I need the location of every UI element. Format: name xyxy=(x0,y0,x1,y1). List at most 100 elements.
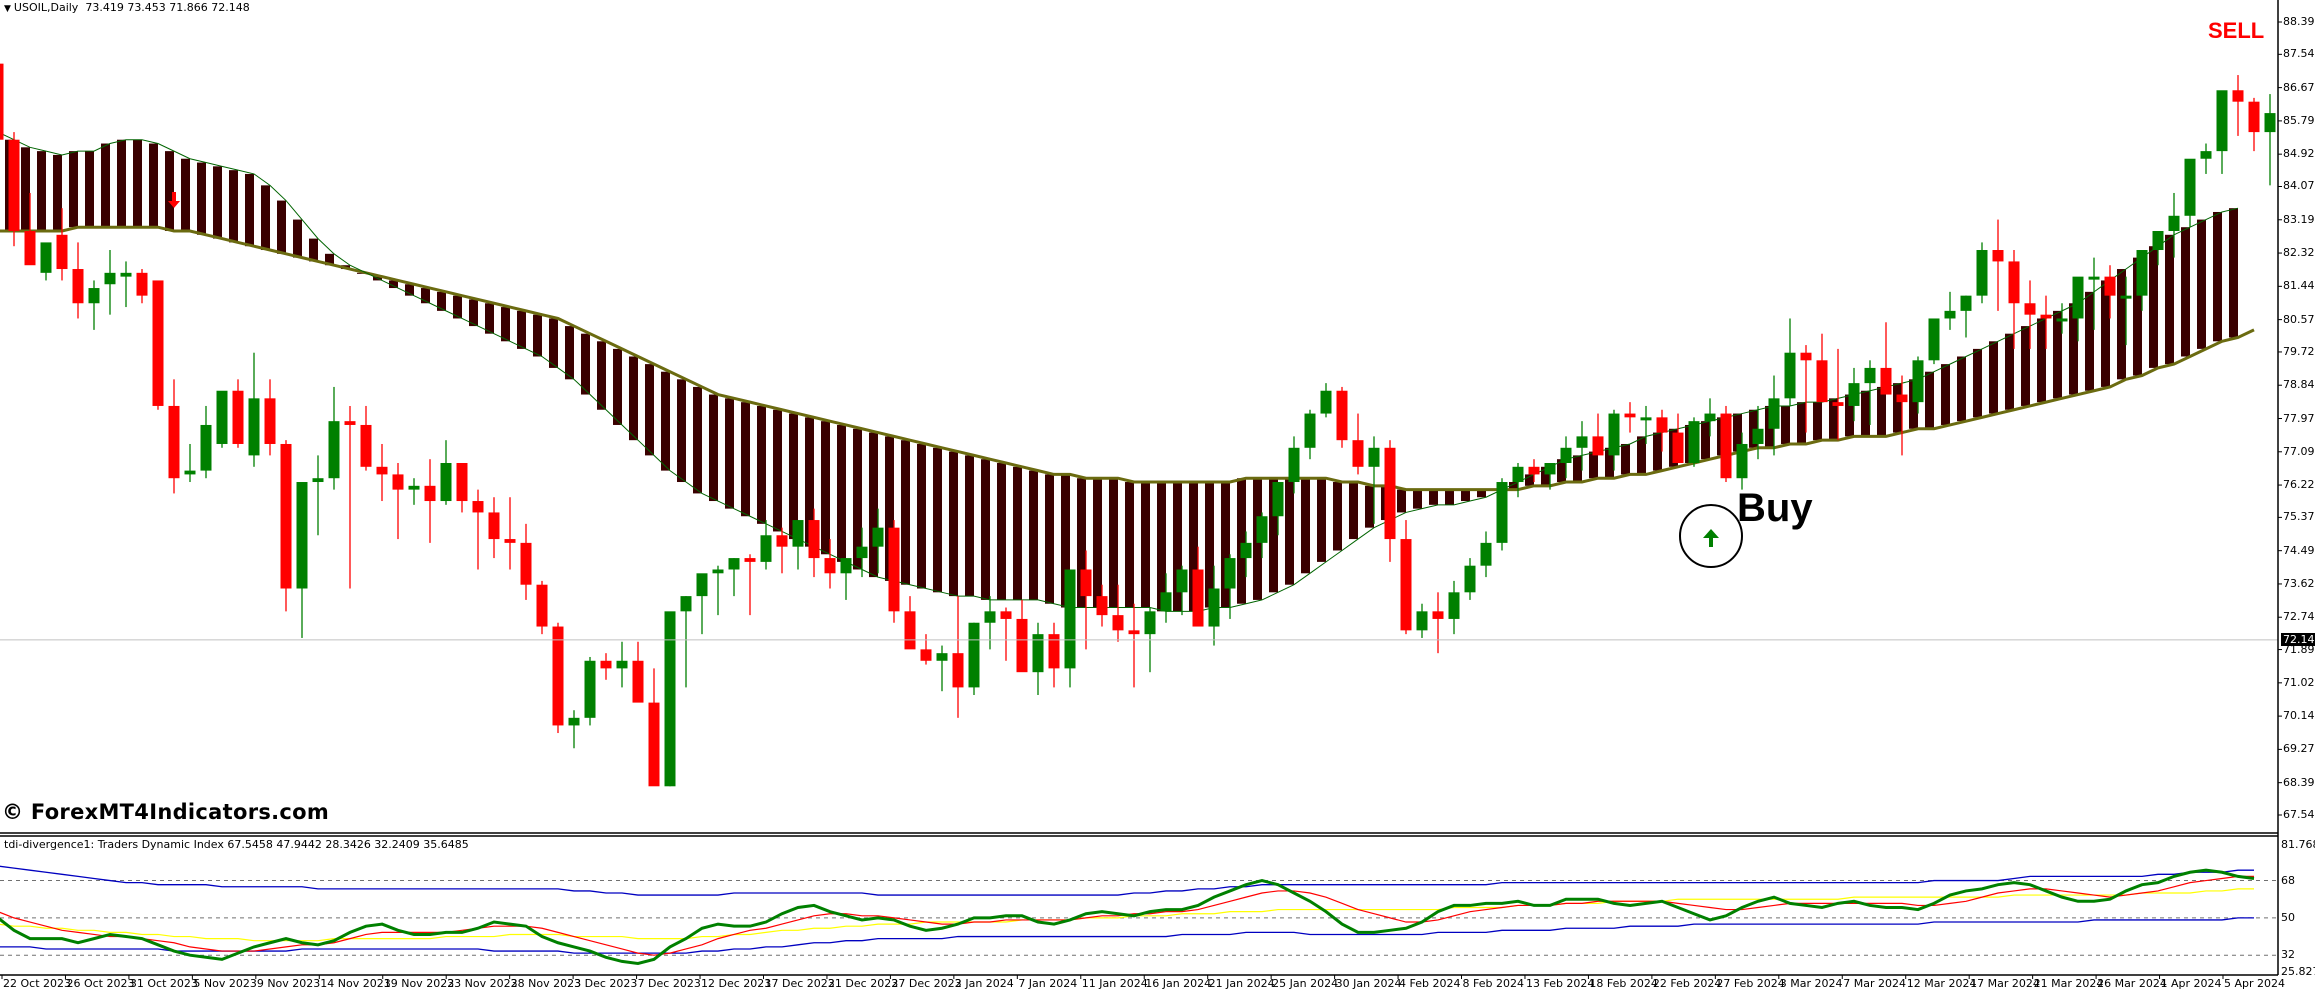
candle[interactable] xyxy=(1736,432,1748,490)
candle[interactable] xyxy=(1992,219,2004,311)
candle[interactable] xyxy=(488,497,500,559)
candle[interactable] xyxy=(1784,318,1796,406)
candle[interactable] xyxy=(1128,603,1140,688)
candle[interactable] xyxy=(1384,440,1396,562)
candle[interactable] xyxy=(2008,250,2020,349)
candle[interactable] xyxy=(2232,75,2244,136)
candle[interactable] xyxy=(1000,607,1012,661)
candle[interactable] xyxy=(1400,520,1412,635)
candle[interactable] xyxy=(856,527,868,578)
candle[interactable] xyxy=(744,554,756,616)
candle[interactable] xyxy=(840,558,852,600)
candle[interactable] xyxy=(776,527,788,574)
candle[interactable] xyxy=(1560,436,1572,479)
candle[interactable] xyxy=(2024,280,2036,349)
candle[interactable] xyxy=(984,596,996,650)
candle[interactable] xyxy=(200,405,212,479)
candle[interactable] xyxy=(184,443,196,483)
candle[interactable] xyxy=(1864,360,1876,425)
candle[interactable] xyxy=(2264,94,2276,186)
candle[interactable] xyxy=(2152,230,2164,266)
candle[interactable] xyxy=(536,580,548,635)
candle[interactable] xyxy=(1912,356,1924,414)
candle[interactable] xyxy=(88,280,100,330)
candle[interactable] xyxy=(1048,622,1060,688)
candle[interactable] xyxy=(648,668,660,787)
candle[interactable] xyxy=(1896,375,1908,456)
candle[interactable] xyxy=(1832,348,1844,441)
candle[interactable] xyxy=(152,280,164,410)
candle[interactable] xyxy=(904,596,916,650)
candle[interactable] xyxy=(1880,322,1892,395)
candle[interactable] xyxy=(1432,592,1444,654)
candle[interactable] xyxy=(600,653,612,680)
candle[interactable] xyxy=(1512,462,1524,498)
candle[interactable] xyxy=(1080,550,1092,650)
candle[interactable] xyxy=(360,405,372,471)
candle[interactable] xyxy=(248,352,260,467)
candle[interactable] xyxy=(1608,409,1620,471)
candle[interactable] xyxy=(1256,512,1268,559)
candle[interactable] xyxy=(280,440,292,612)
collapse-triangle-icon[interactable]: ▼ xyxy=(4,4,11,14)
candle[interactable] xyxy=(2040,295,2052,349)
candle[interactable] xyxy=(1576,421,1588,471)
candle[interactable] xyxy=(440,440,452,505)
candle[interactable] xyxy=(1672,413,1684,463)
candle[interactable] xyxy=(456,462,468,513)
candle[interactable] xyxy=(1640,405,1652,444)
candle[interactable] xyxy=(72,242,84,319)
candle[interactable] xyxy=(1208,565,1220,646)
candle[interactable] xyxy=(1336,386,1348,448)
candle[interactable] xyxy=(104,250,116,315)
candle[interactable] xyxy=(1544,462,1556,490)
candle[interactable] xyxy=(632,641,644,703)
candle[interactable] xyxy=(2216,90,2228,174)
candle[interactable] xyxy=(2184,158,2196,228)
candle[interactable] xyxy=(1224,554,1236,619)
candle[interactable] xyxy=(1272,482,1284,536)
candle[interactable] xyxy=(472,489,484,570)
candle[interactable] xyxy=(408,478,420,505)
candle[interactable] xyxy=(824,539,836,589)
candle[interactable] xyxy=(952,596,964,718)
candle[interactable] xyxy=(2072,276,2084,342)
candle[interactable] xyxy=(120,261,132,308)
candle[interactable] xyxy=(1112,584,1124,642)
candle[interactable] xyxy=(696,573,708,635)
candle[interactable] xyxy=(424,459,436,543)
candle[interactable] xyxy=(8,132,20,247)
candle[interactable] xyxy=(136,269,148,304)
candle[interactable] xyxy=(936,645,948,692)
candle[interactable] xyxy=(1240,531,1252,578)
candle[interactable] xyxy=(40,242,52,281)
candle[interactable] xyxy=(1064,569,1076,688)
candle[interactable] xyxy=(1032,622,1044,696)
candle[interactable] xyxy=(392,462,404,540)
candle[interactable] xyxy=(376,443,388,502)
candle[interactable] xyxy=(584,656,596,726)
candle[interactable] xyxy=(1656,409,1668,452)
candle[interactable] xyxy=(1720,405,1732,483)
candle[interactable] xyxy=(792,520,804,570)
candle[interactable] xyxy=(1352,413,1364,475)
candle[interactable] xyxy=(216,390,228,448)
candle[interactable] xyxy=(728,558,740,597)
candle[interactable] xyxy=(2104,265,2116,319)
candle[interactable] xyxy=(1016,599,1028,673)
candle[interactable] xyxy=(1624,402,1636,433)
candle[interactable] xyxy=(1928,318,1940,365)
candle[interactable] xyxy=(1768,375,1780,456)
candle[interactable] xyxy=(888,520,900,623)
candle[interactable] xyxy=(1320,383,1332,418)
candle[interactable] xyxy=(1096,584,1108,627)
candle[interactable] xyxy=(1704,398,1716,437)
candle[interactable] xyxy=(552,622,564,734)
candle[interactable] xyxy=(1960,295,1972,338)
candle[interactable] xyxy=(520,523,532,600)
candle[interactable] xyxy=(1752,405,1764,460)
candle[interactable] xyxy=(2088,257,2100,330)
candle[interactable] xyxy=(1944,291,1956,330)
candle[interactable] xyxy=(1464,558,1476,600)
candle[interactable] xyxy=(1304,409,1316,460)
